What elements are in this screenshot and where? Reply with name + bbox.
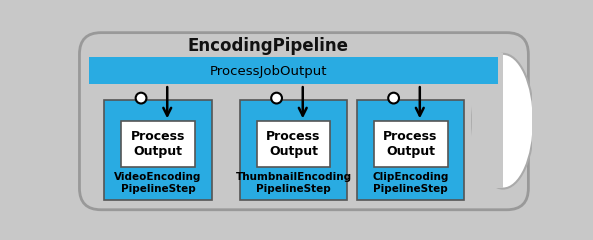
FancyBboxPatch shape bbox=[79, 33, 528, 210]
Text: ProcessJobOutput: ProcessJobOutput bbox=[209, 66, 327, 78]
Bar bbox=[240, 100, 347, 200]
Text: Process
Output: Process Output bbox=[266, 130, 321, 158]
Bar bbox=[90, 57, 498, 84]
Text: Process
Output: Process Output bbox=[383, 130, 438, 158]
Ellipse shape bbox=[388, 93, 399, 103]
Bar bbox=[472, 54, 503, 188]
Ellipse shape bbox=[472, 54, 534, 189]
Bar bbox=[374, 121, 448, 168]
Bar bbox=[257, 121, 330, 168]
Bar bbox=[104, 100, 212, 200]
Text: ThumbnailEncoding
PipelineStep: ThumbnailEncoding PipelineStep bbox=[235, 172, 352, 194]
Bar bbox=[356, 100, 464, 200]
Text: EncodingPipeline: EncodingPipeline bbox=[187, 37, 349, 55]
Text: VideoEncoding
PipelineStep: VideoEncoding PipelineStep bbox=[114, 172, 202, 194]
Text: Process
Output: Process Output bbox=[131, 130, 185, 158]
Text: ClipEncoding
PipelineStep: ClipEncoding PipelineStep bbox=[372, 172, 449, 194]
Bar bbox=[121, 121, 195, 168]
Ellipse shape bbox=[271, 93, 282, 103]
Ellipse shape bbox=[136, 93, 146, 103]
